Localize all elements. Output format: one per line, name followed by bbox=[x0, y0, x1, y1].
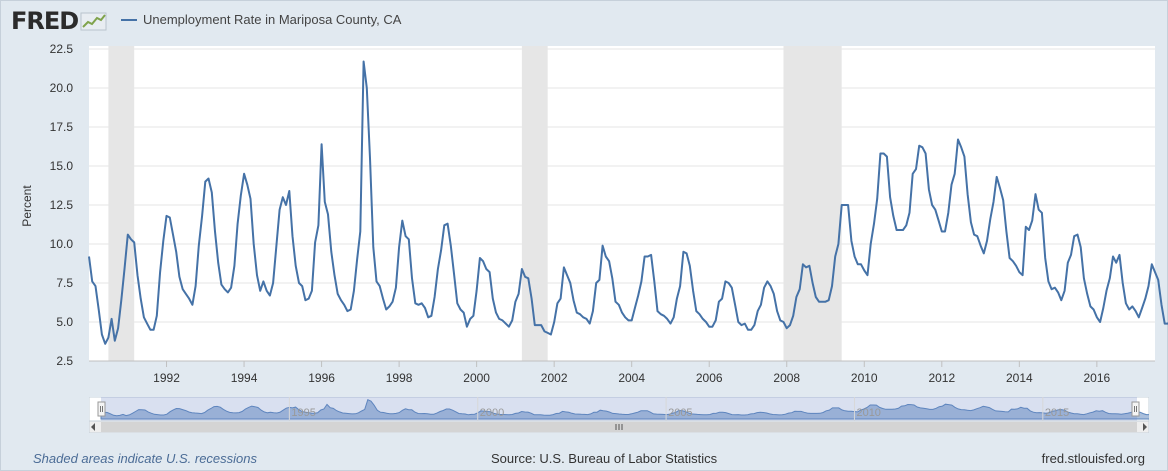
line-chart[interactable]: 2.55.07.510.012.515.017.520.022.5 1992 19… bbox=[1, 1, 1168, 396]
x-tick-label: 2010 bbox=[851, 371, 878, 385]
y-axis: 2.5 5.0 7.5 10.0 12.5 15.0 17.5 20.0 22.5 bbox=[50, 42, 74, 368]
y-tick-label: 15.0 bbox=[50, 159, 74, 173]
range-navigator[interactable]: 1995 2000 2005 2010 2015 bbox=[88, 396, 1157, 434]
navigator-tick-label: 2005 bbox=[668, 407, 692, 419]
y-axis-label: Percent bbox=[20, 185, 34, 227]
scroll-left-arrow-icon[interactable] bbox=[91, 423, 95, 431]
scroll-right-arrow-icon[interactable] bbox=[1143, 423, 1147, 431]
navigator-tick-label: 1995 bbox=[291, 407, 315, 419]
y-tick-label: 5.0 bbox=[56, 315, 73, 329]
navigator-tick-label: 2015 bbox=[1045, 407, 1069, 419]
navigator-right-handle[interactable] bbox=[1131, 401, 1140, 417]
fred-logo[interactable]: FRED bbox=[11, 7, 108, 35]
source-note: Source: U.S. Bureau of Labor Statistics bbox=[491, 451, 718, 466]
x-tick-label: 2004 bbox=[618, 371, 645, 385]
plot-background bbox=[89, 46, 1155, 361]
y-tick-label: 17.5 bbox=[50, 120, 74, 134]
navigator-tick-label: 2010 bbox=[856, 407, 880, 419]
x-tick-label: 1994 bbox=[231, 371, 258, 385]
navigator-ticks: 1995 2000 2005 2010 2015 bbox=[288, 397, 1069, 421]
chart-line-icon bbox=[80, 12, 107, 31]
y-tick-label: 7.5 bbox=[56, 276, 73, 290]
y-tick-label: 22.5 bbox=[50, 42, 74, 56]
x-tick-label: 2006 bbox=[696, 371, 723, 385]
navigator-area bbox=[100, 399, 1157, 420]
y-tick-label: 10.0 bbox=[50, 237, 74, 251]
y-tick-label: 20.0 bbox=[50, 81, 74, 95]
site-link[interactable]: fred.stlouisfed.org bbox=[1041, 451, 1145, 466]
navigator-series bbox=[100, 397, 1157, 421]
legend-series-label: Unemployment Rate in Mariposa County, CA bbox=[143, 12, 402, 27]
x-tick-label: 1996 bbox=[308, 371, 335, 385]
legend-swatch bbox=[121, 18, 137, 21]
x-axis: 1992 1994 1996 1998 2000 2002 2004 2006 2008 2010… bbox=[89, 360, 1155, 385]
recession-band bbox=[783, 46, 842, 361]
series-line[interactable] bbox=[88, 60, 1168, 345]
recession-band bbox=[521, 46, 548, 361]
navigator-selection[interactable] bbox=[101, 397, 1137, 421]
logo-text: FRED bbox=[11, 7, 79, 35]
navigator-left-handle[interactable] bbox=[97, 401, 106, 417]
chart-legend[interactable]: Unemployment Rate in Mariposa County, CA bbox=[121, 12, 401, 27]
x-tick-label: 2000 bbox=[463, 371, 490, 385]
series-lines bbox=[88, 60, 1168, 345]
recession-note[interactable]: Shaded areas indicate U.S. recessions bbox=[33, 451, 258, 466]
navigator-tick-label: 2000 bbox=[480, 407, 504, 419]
y-tick-label: 2.5 bbox=[56, 354, 73, 368]
x-tick-label: 1992 bbox=[153, 371, 180, 385]
recession-shading bbox=[108, 46, 842, 361]
x-tick-label: 2002 bbox=[541, 371, 568, 385]
y-tick-label: 12.5 bbox=[50, 198, 74, 212]
x-tick-label: 2012 bbox=[928, 371, 955, 385]
x-tick-label: 1998 bbox=[386, 371, 413, 385]
recession-band bbox=[108, 46, 135, 361]
x-tick-label: 2008 bbox=[773, 371, 800, 385]
x-tick-label: 2014 bbox=[1006, 371, 1033, 385]
x-tick-label: 2016 bbox=[1084, 371, 1111, 385]
navigator-svg[interactable]: 1995 2000 2005 2010 2015 bbox=[88, 396, 1157, 434]
